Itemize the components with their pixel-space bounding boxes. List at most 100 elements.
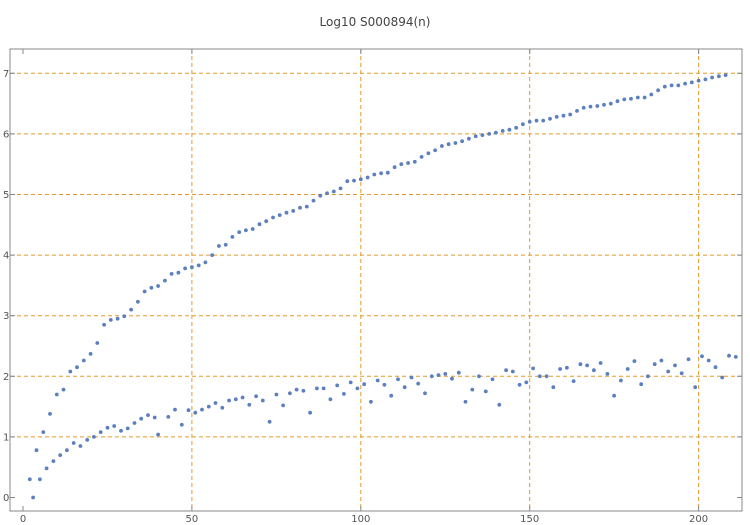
data-point bbox=[595, 104, 600, 108]
data-point bbox=[179, 422, 184, 427]
data-point bbox=[646, 374, 650, 379]
data-point bbox=[517, 382, 522, 387]
data-point bbox=[227, 398, 232, 403]
data-point bbox=[146, 413, 150, 417]
data-point bbox=[487, 132, 492, 136]
data-point bbox=[274, 392, 279, 397]
data-point bbox=[257, 222, 262, 227]
data-point bbox=[298, 205, 302, 210]
data-point bbox=[676, 83, 681, 88]
data-point bbox=[649, 92, 654, 97]
data-point bbox=[440, 144, 444, 148]
data-point bbox=[183, 266, 188, 271]
plot-frame bbox=[9, 48, 743, 512]
data-point bbox=[456, 370, 461, 375]
data-point bbox=[656, 88, 660, 93]
data-point bbox=[662, 84, 667, 89]
data-point bbox=[277, 213, 282, 218]
data-point bbox=[186, 408, 191, 413]
data-point bbox=[136, 299, 140, 304]
data-point bbox=[98, 430, 103, 434]
data-point bbox=[65, 448, 69, 453]
data-point bbox=[345, 179, 350, 184]
data-point bbox=[615, 99, 620, 104]
data-point bbox=[308, 410, 312, 415]
data-point bbox=[612, 393, 616, 398]
data-point bbox=[348, 380, 353, 385]
data-point bbox=[51, 459, 56, 463]
x-tick-label: 50 bbox=[186, 514, 199, 525]
data-point bbox=[659, 358, 664, 363]
data-point bbox=[88, 352, 93, 356]
data-point bbox=[622, 97, 627, 102]
data-point bbox=[625, 367, 630, 371]
data-point bbox=[325, 191, 329, 196]
data-point bbox=[679, 371, 684, 376]
data-point bbox=[176, 270, 181, 275]
data-point bbox=[561, 113, 566, 118]
data-point bbox=[537, 374, 542, 379]
data-point bbox=[254, 394, 258, 399]
data-point bbox=[375, 378, 380, 383]
data-point bbox=[693, 385, 698, 390]
data-point bbox=[288, 391, 292, 396]
grid bbox=[10, 49, 742, 511]
data-point bbox=[220, 405, 225, 410]
data-point bbox=[717, 74, 721, 79]
data-point bbox=[477, 374, 481, 379]
data-point bbox=[592, 368, 596, 373]
y-tick-label: 4 bbox=[3, 251, 9, 262]
data-point bbox=[61, 387, 66, 392]
data-point bbox=[399, 162, 404, 167]
data-point bbox=[500, 129, 505, 133]
data-point bbox=[173, 407, 177, 412]
data-point bbox=[68, 369, 73, 374]
data-point bbox=[483, 389, 488, 394]
data-point bbox=[291, 209, 296, 213]
data-point bbox=[206, 404, 211, 409]
data-point bbox=[467, 136, 471, 141]
data-point bbox=[635, 95, 640, 100]
data-point bbox=[132, 421, 137, 425]
data-point bbox=[169, 272, 174, 276]
data-point bbox=[223, 242, 228, 247]
data-point bbox=[548, 116, 552, 121]
data-point bbox=[267, 419, 272, 424]
data-point bbox=[429, 374, 434, 379]
data-point bbox=[490, 377, 495, 382]
data-point bbox=[683, 81, 687, 86]
data-point bbox=[108, 318, 113, 322]
data-point bbox=[514, 125, 519, 130]
data-point bbox=[200, 407, 204, 412]
data-point bbox=[554, 115, 559, 119]
data-point bbox=[355, 386, 360, 391]
y-tick-label: 7 bbox=[3, 69, 9, 80]
data-point bbox=[217, 244, 221, 248]
data-point bbox=[338, 186, 343, 191]
data-point bbox=[608, 101, 613, 106]
data-point bbox=[233, 397, 238, 402]
data-point bbox=[642, 95, 647, 100]
data-point bbox=[318, 193, 323, 198]
data-point bbox=[700, 354, 704, 359]
data-point bbox=[71, 441, 76, 445]
data-point bbox=[152, 415, 157, 420]
data-point bbox=[369, 399, 373, 404]
data-point bbox=[544, 374, 549, 379]
data-point bbox=[281, 403, 285, 408]
data-point bbox=[78, 444, 83, 448]
data-point bbox=[450, 376, 454, 381]
data-point bbox=[260, 398, 265, 403]
data-point bbox=[412, 159, 417, 164]
data-point bbox=[311, 198, 316, 203]
data-point bbox=[629, 96, 633, 101]
data-point bbox=[524, 380, 529, 385]
y-tick-label: 3 bbox=[3, 311, 9, 322]
x-tick-label: 150 bbox=[520, 514, 539, 525]
data-point bbox=[689, 80, 694, 85]
data-point bbox=[733, 355, 738, 359]
data-point bbox=[504, 368, 508, 373]
data-point bbox=[321, 386, 326, 391]
data-point bbox=[575, 109, 579, 113]
